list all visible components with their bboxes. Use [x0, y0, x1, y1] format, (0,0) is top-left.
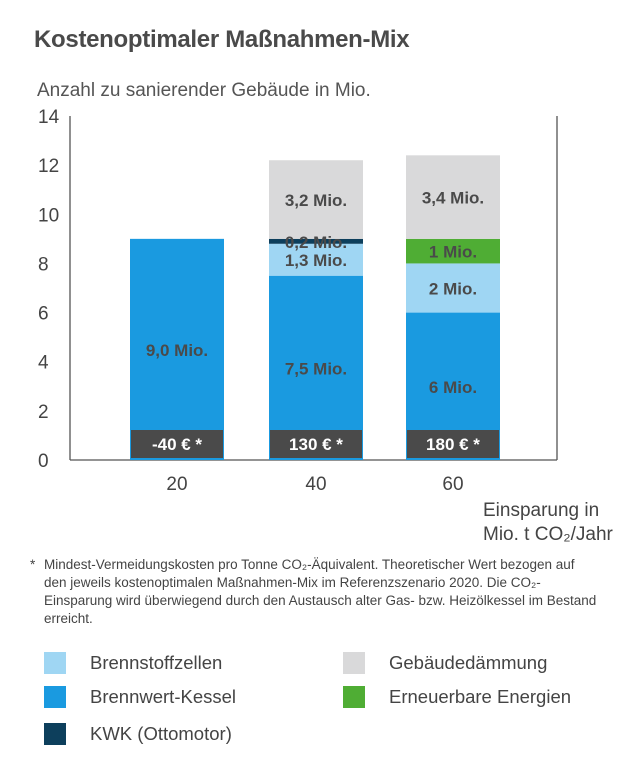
footnote-text: Mindest-Vermeidungskosten pro Tonne CO₂-… — [44, 557, 597, 626]
bar-value-label: 7,5 Mio. — [285, 359, 347, 378]
cost-badge-label: 130 € * — [289, 435, 343, 454]
legend-swatch — [343, 686, 365, 708]
bar-value-label: 3,2 Mio. — [285, 191, 347, 210]
cost-badge-label: -40 € * — [152, 435, 202, 454]
bar-value-label: 2 Mio. — [429, 280, 477, 299]
bar-segment — [269, 275, 363, 460]
legend-swatch — [44, 686, 66, 708]
y-tick-label: 6 — [38, 304, 49, 325]
legend-swatch — [44, 723, 66, 745]
x-axis-title-line2: Mio. t CO₂/Jahr — [483, 524, 614, 545]
x-tick-label: 60 — [442, 474, 463, 495]
legend-label: KWK (Ottomotor) — [90, 723, 232, 744]
legend-label: Gebäudedämmung — [389, 652, 548, 673]
bar-value-label: 0,2 Mio. — [285, 233, 347, 252]
cost-badge — [270, 430, 362, 458]
y-tick-label: 2 — [38, 402, 49, 423]
legend-label: Brennwert-Kessel — [90, 686, 237, 707]
y-tick-label: 10 — [38, 205, 59, 226]
bar-segment — [269, 243, 363, 276]
y-tick-label: 0 — [38, 451, 49, 472]
legend-label: Erneuerbare Energien — [389, 686, 572, 707]
cost-badge — [131, 430, 223, 458]
legend-item: Brennstoffzellen — [44, 652, 222, 674]
chart-title: Kostenoptimaler Maßnahmen-Mix — [34, 26, 410, 53]
bar-segment — [406, 155, 500, 239]
legend-swatch — [44, 652, 66, 674]
cost-badge-label: 180 € * — [426, 435, 480, 454]
x-axis-title-line1: Einsparung in — [483, 500, 599, 521]
footnote: * Mindest-Vermeidungskosten pro Tonne CO… — [30, 556, 600, 628]
bar-segment — [269, 238, 363, 244]
x-tick-label: 40 — [305, 474, 326, 495]
y-axis-title: Anzahl zu sanierender Gebäude in Mio. — [37, 80, 371, 101]
cost-badge — [407, 430, 499, 458]
legend-item: KWK (Ottomotor) — [44, 723, 232, 745]
bar-segment — [269, 160, 363, 239]
y-tick-label: 12 — [38, 156, 59, 177]
y-tick-label: 14 — [38, 107, 60, 128]
bar-value-label: 1,3 Mio. — [285, 251, 347, 270]
bar-value-label: 1 Mio. — [429, 243, 477, 262]
legend-item: Gebäudedämmung — [343, 652, 547, 674]
y-tick-label: 8 — [38, 254, 49, 275]
bar-segment — [406, 238, 500, 264]
bar-value-label: 9,0 Mio. — [146, 341, 208, 360]
bar-segment — [406, 263, 500, 313]
bar-value-label: 3,4 Mio. — [422, 189, 484, 208]
legend-item: Erneuerbare Energien — [343, 686, 571, 708]
legend-swatch — [343, 652, 365, 674]
x-tick-label: 20 — [166, 474, 187, 495]
bar-segment — [130, 238, 224, 460]
legend-item: Brennwert-Kessel — [44, 686, 236, 708]
stacked-bar-chart: 0 2 4 6 8 10 12 14 9,0 Mio. -40 € * 20 7,5 Mio. 1,3 … — [38, 107, 614, 545]
y-tick-label: 4 — [38, 353, 49, 374]
bar-value-label: 6 Mio. — [429, 378, 477, 397]
legend-label: Brennstoffzellen — [90, 652, 223, 673]
footnote-marker: * — [30, 557, 36, 572]
